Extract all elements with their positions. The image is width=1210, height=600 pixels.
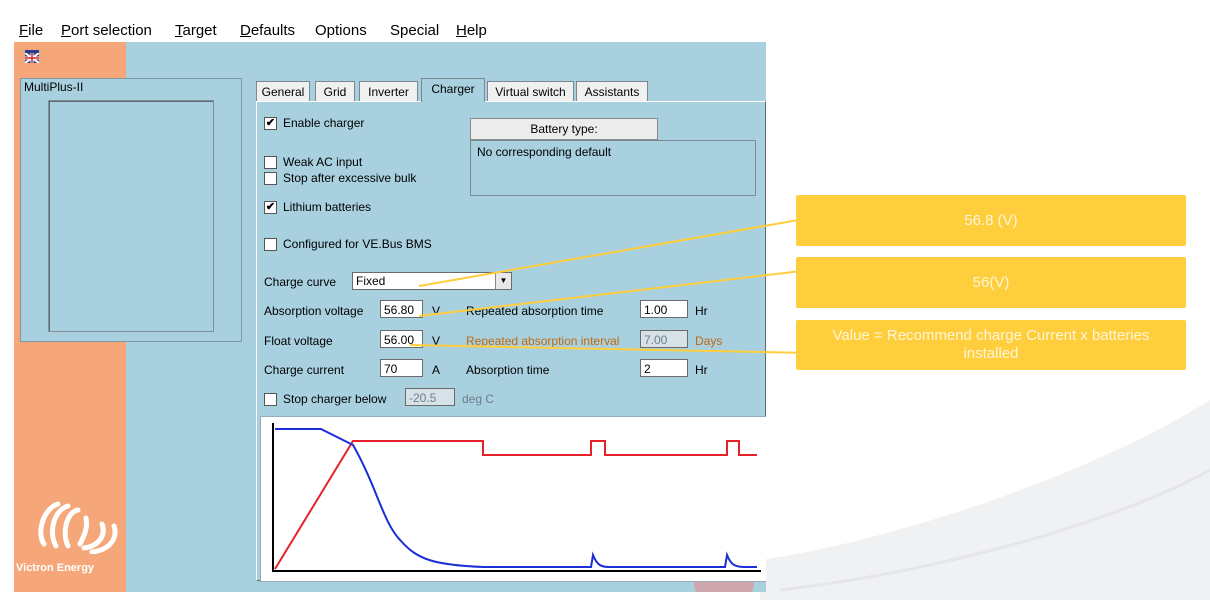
tab-charger[interactable]: Charger <box>421 78 485 102</box>
repeated-absorption-time-label: Repeated absorption time <box>466 304 604 318</box>
checkbox-box[interactable] <box>264 392 277 406</box>
menu-target[interactable]: Target <box>175 22 217 39</box>
lithium-batteries-label: Lithium batteries <box>283 200 372 214</box>
weak-ac-input-checkbox[interactable]: Weak AC input <box>264 155 362 169</box>
ve-configure-window: File Port selection Target Defaults Opti… <box>14 20 766 592</box>
checkbox-box[interactable] <box>264 237 277 251</box>
enable-charger-checkbox[interactable]: ✔ Enable charger <box>264 116 364 130</box>
absorption-time-label: Absorption time <box>466 363 550 377</box>
menu-port-selection[interactable]: Port selection <box>61 22 152 39</box>
chevron-down-icon[interactable]: ▼ <box>495 273 511 289</box>
stop-charger-below-unit: deg C <box>462 392 495 406</box>
tab-inverter[interactable]: Inverter <box>359 81 418 102</box>
checkbox-box[interactable] <box>264 155 277 169</box>
menu-options[interactable]: Options <box>315 22 367 39</box>
stop-charger-below-checkbox[interactable]: Stop charger below <box>264 392 386 406</box>
repeated-absorption-time-unit: Hr <box>695 304 708 318</box>
battery-type-info: No corresponding default <box>470 140 756 196</box>
absorption-time-unit: Hr <box>695 363 708 377</box>
checkbox-box[interactable]: ✔ <box>264 116 277 130</box>
tab-grid[interactable]: Grid <box>315 81 355 102</box>
enable-charger-label: Enable charger <box>283 116 365 130</box>
callout-charge-current: Value = Recommend charge Current x batte… <box>796 320 1186 370</box>
current-curve <box>275 428 757 568</box>
device-tree-panel <box>20 78 242 342</box>
stop-after-bulk-checkbox[interactable]: Stop after excessive bulk <box>264 171 416 185</box>
float-voltage-label: Float voltage <box>264 334 333 348</box>
menu-help[interactable]: Help <box>456 22 487 39</box>
charge-curve-value: Fixed <box>356 274 386 288</box>
charge-curve-graph <box>260 416 766 582</box>
repeated-absorption-time-input[interactable]: 1.00 <box>640 300 688 318</box>
charge-current-input[interactable]: 70 <box>380 359 423 377</box>
callout-float-voltage: 56(V) <box>796 257 1186 308</box>
charge-curve-select[interactable]: Fixed ▼ <box>352 272 512 290</box>
stop-charger-below-input[interactable]: -20.5 <box>405 388 455 406</box>
menu-special[interactable]: Special <box>390 22 440 39</box>
absorption-voltage-input[interactable]: 56.80 <box>380 300 423 318</box>
absorption-voltage-unit: V <box>432 304 441 318</box>
checkbox-box[interactable]: ✔ <box>264 200 277 214</box>
charge-current-label: Charge current <box>264 363 345 377</box>
weak-ac-input-label: Weak AC input <box>283 155 363 169</box>
brand-name: Victron Energy <box>16 562 95 574</box>
callout-absorption-voltage: 56.8 (V) <box>796 195 1186 246</box>
float-voltage-unit: V <box>432 334 441 348</box>
float-voltage-input[interactable]: 56.00 <box>380 330 423 348</box>
tab-assistants[interactable]: Assistants <box>576 81 648 102</box>
ve-bus-bms-label: Configured for VE.Bus BMS <box>283 237 432 251</box>
charge-curve-label: Charge curve <box>264 275 337 289</box>
device-tree-item[interactable]: MultiPlus-II <box>24 80 84 94</box>
absorption-voltage-label: Absorption voltage <box>264 304 364 318</box>
checkbox-box[interactable] <box>264 171 277 185</box>
absorption-time-input[interactable]: 2 <box>640 359 688 377</box>
device-detail-box <box>48 100 214 332</box>
voltage-curve <box>274 440 757 570</box>
client-area: MultiPlus-II Victron Energy General Grid… <box>14 42 766 592</box>
tab-general[interactable]: General <box>256 81 310 102</box>
victron-logo-icon <box>38 501 118 554</box>
stop-charger-below-label: Stop charger below <box>283 392 387 406</box>
uk-flag-icon[interactable] <box>24 50 40 64</box>
menu-bar: File Port selection Target Defaults Opti… <box>14 20 766 42</box>
repeated-absorption-interval-input[interactable]: 7.00 <box>640 330 688 348</box>
battery-type-button[interactable]: Battery type: <box>470 118 658 140</box>
menu-defaults[interactable]: Defaults <box>240 22 296 39</box>
ve-bus-bms-checkbox[interactable]: Configured for VE.Bus BMS <box>264 237 432 251</box>
lithium-batteries-checkbox[interactable]: ✔ Lithium batteries <box>264 200 371 214</box>
charge-current-unit: A <box>432 363 441 377</box>
graph-axes <box>272 423 761 572</box>
menu-file[interactable]: File <box>19 22 44 39</box>
repeated-absorption-interval-unit: Days <box>695 334 723 348</box>
stop-after-bulk-label: Stop after excessive bulk <box>283 171 417 185</box>
tab-virtual-switch[interactable]: Virtual switch <box>487 81 574 102</box>
repeated-absorption-interval-label: Repeated absorption interval <box>466 334 620 348</box>
